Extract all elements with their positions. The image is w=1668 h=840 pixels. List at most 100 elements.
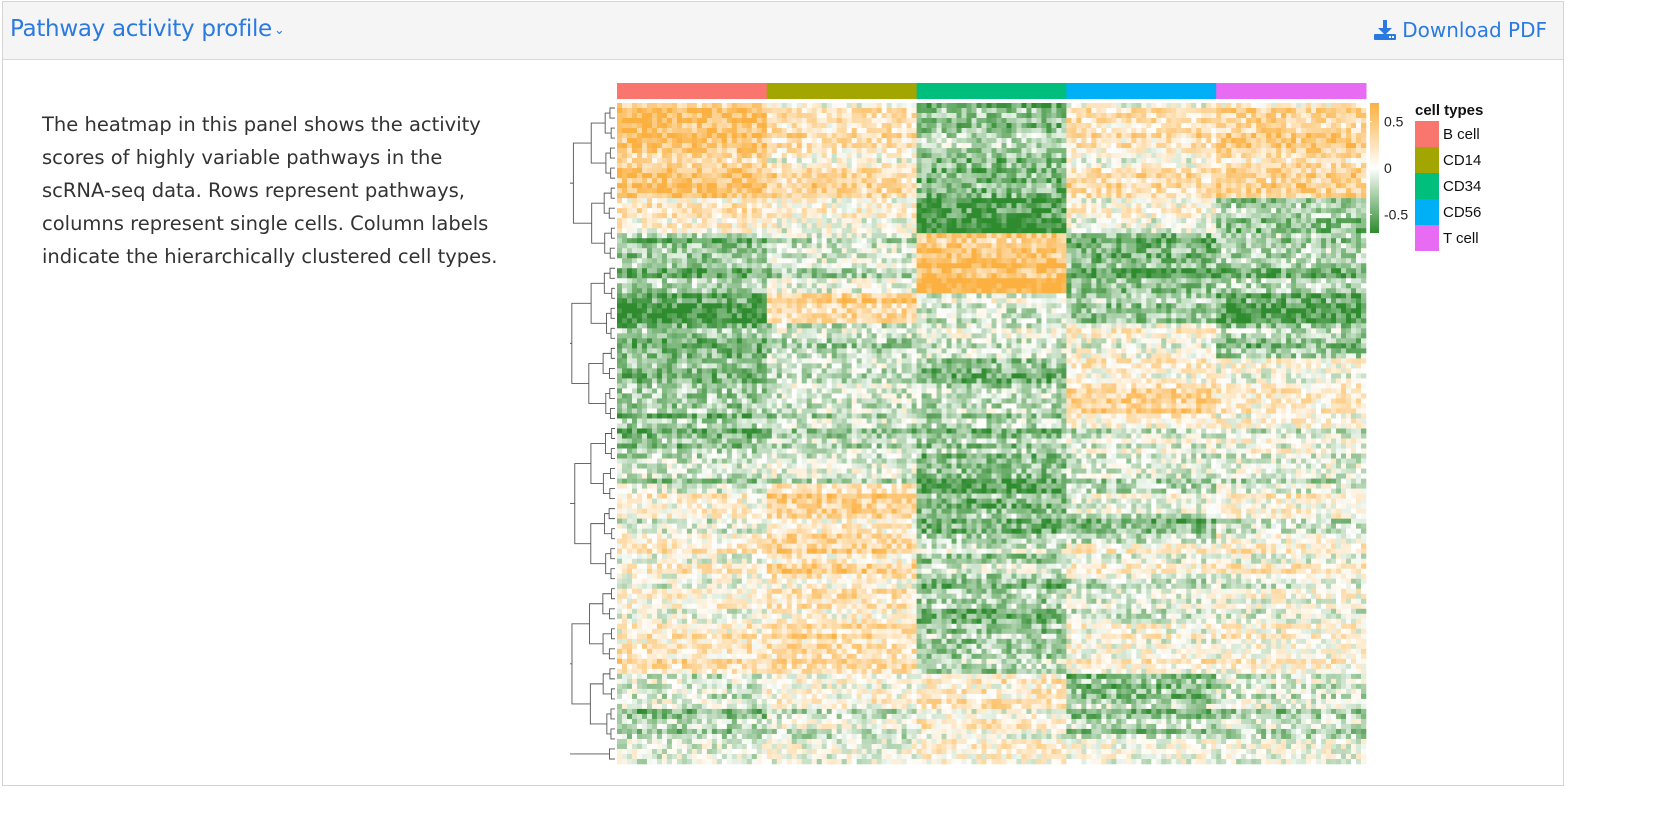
heatmap-cell [981,218,987,224]
heatmap-cell [986,168,992,174]
heatmap-cell [811,218,818,224]
heatmap-cell [736,153,743,159]
heatmap-cell [1086,173,1092,179]
panel-title-toggle[interactable]: Pathway activity profile ⌄ [10,16,285,42]
heatmap-cell [971,163,977,169]
heatmap-cell [1031,223,1037,229]
heatmap-cell [936,153,942,159]
heatmap-cell [751,168,758,174]
heatmap-cell [726,243,733,249]
heatmap-cell [796,188,803,194]
heatmap-cell [891,103,897,109]
heatmap-cell [1156,143,1162,149]
heatmap-cell [1076,173,1082,179]
heatmap-cell [801,113,808,119]
heatmap-cell [801,213,808,219]
heatmap-cell [761,118,768,124]
heatmap-cell [1241,183,1247,189]
heatmap-cell [801,233,808,239]
heatmap-cell [776,118,783,124]
heatmap-cell [1101,113,1107,119]
heatmap-cell [1301,138,1307,144]
heatmap-cell [1181,113,1187,119]
heatmap-cell [971,193,977,199]
heatmap-cell [1331,113,1337,119]
heatmap-cell [1191,118,1197,124]
heatmap-cell [1306,148,1312,154]
heatmap-cell [876,248,882,254]
heatmap-cell [1096,148,1102,154]
heatmap-cell [617,118,623,124]
heatmap-cell [1216,118,1222,124]
heatmap-cell [951,253,957,259]
heatmap-cell [1061,263,1067,269]
heatmap-cell [1066,188,1072,194]
heatmap-cell [1166,243,1172,249]
heatmap-cell [901,258,907,264]
heatmap-cell [986,143,992,149]
heatmap-cell [1166,253,1172,259]
heatmap-cell [916,238,922,244]
heatmap-cell [1131,243,1137,249]
heatmap-cell [811,123,818,129]
heatmap-cell [671,173,678,179]
heatmap-cell [1046,213,1052,219]
heatmap-cell [1086,123,1092,129]
heatmap-cell [721,253,728,259]
heatmap-cell [701,153,708,159]
heatmap-cell [786,218,793,224]
heatmap-cell [681,203,688,209]
heatmap-cell [731,203,738,209]
download-pdf-button[interactable]: Download PDF [1374,18,1547,42]
dendrogram-branch [610,307,615,319]
heatmap-cell [986,243,992,249]
heatmap-cell [1306,223,1312,229]
heatmap-cell [1156,223,1162,229]
heatmap-cell [1356,203,1362,209]
heatmap-cell [1016,133,1022,139]
heatmap-cell [1121,258,1127,264]
heatmap-cell [906,123,912,129]
heatmap-cell [916,233,922,239]
heatmap-cell [646,258,653,264]
heatmap-cell [661,203,668,209]
heatmap-cell [1171,208,1177,214]
heatmap-cell [1206,148,1212,154]
heatmap-cell [1031,128,1037,134]
heatmap-cell [1121,138,1127,144]
heatmap-cell [721,168,728,174]
heatmap-cell [1226,108,1232,114]
heatmap-cell [691,118,698,124]
heatmap-cell [1196,108,1202,114]
heatmap-cell [1341,228,1347,234]
heatmap-cell [941,168,947,174]
heatmap-cell [1006,133,1012,139]
heatmap-cell [821,258,828,264]
heatmap-cell [1201,113,1207,119]
heatmap-cell [976,253,982,259]
heatmap-cell [1346,223,1352,229]
heatmap-cell [861,228,867,234]
heatmap-cell [1341,168,1347,174]
heatmap-cell [691,168,698,174]
heatmap-cell [1071,163,1077,169]
heatmap-cell [1151,253,1157,259]
heatmap-cell [1131,123,1137,129]
heatmap-cell [1341,173,1347,179]
heatmap-cell [976,198,982,204]
heatmap-cell [746,168,753,174]
heatmap-cell [1306,188,1312,194]
heatmap-cell [916,203,922,209]
heatmap-cell [1136,223,1142,229]
heatmap-cell [966,138,972,144]
heatmap-cell [1331,153,1337,159]
heatmap-cell [916,263,922,269]
heatmap-cell [651,158,658,164]
heatmap-cell [771,133,778,139]
heatmap-cell [941,138,947,144]
heatmap-cell [896,253,902,259]
heatmap-cell [1271,243,1277,249]
heatmap-cell [1326,188,1332,194]
heatmap-cell [641,163,648,169]
heatmap-cell [881,158,887,164]
